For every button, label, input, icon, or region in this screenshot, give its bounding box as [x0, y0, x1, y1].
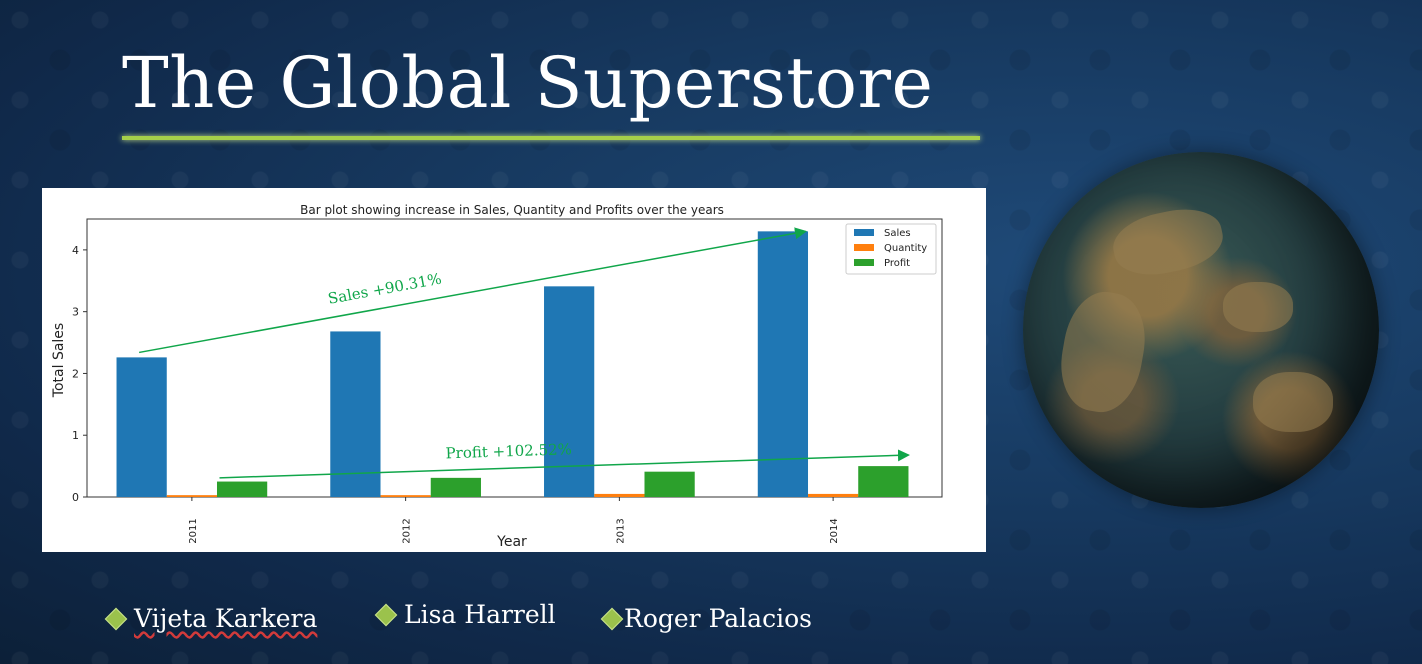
author-item: Vijeta Karkera: [104, 604, 318, 633]
legend-swatch: [854, 229, 874, 236]
y-axis-label: Total Sales: [51, 323, 67, 398]
globe-landmass: [1253, 372, 1333, 432]
y-tick-label: 2: [72, 367, 79, 380]
x-tick-label: 2012: [402, 518, 413, 543]
globe-landmass: [1107, 201, 1229, 283]
chart-title: Bar plot showing increase in Sales, Quan…: [300, 203, 724, 217]
author-name: Vijeta Karkera: [134, 604, 318, 633]
annotations: Sales +90.31% Profit +102.52%: [138, 227, 910, 479]
bar-profit: [216, 481, 268, 497]
legend: Sales Quantity Profit: [845, 223, 937, 275]
y-tick-label: 0: [72, 491, 79, 504]
profit-trend-label: Profit +102.52%: [445, 440, 572, 462]
legend-label: Sales: [884, 228, 911, 239]
profit-trend-arrow: [219, 449, 910, 479]
bars-group: [116, 231, 909, 497]
diamond-bullet-icon: [374, 603, 398, 626]
diamond-bullet-icon: [104, 607, 128, 630]
author-name: Roger Palacios: [624, 604, 812, 633]
earth-globe-icon: [1023, 152, 1379, 508]
globe-landmass: [1223, 282, 1293, 332]
slide-title: The Global Superstore: [122, 42, 934, 124]
bar-sales: [544, 286, 595, 497]
bar-sales: [757, 231, 809, 497]
diamond-bullet-icon: [600, 607, 624, 630]
author-name: Lisa Harrell: [404, 600, 556, 629]
y-tick-label: 1: [72, 429, 79, 442]
x-tick-label: 2014: [829, 518, 840, 543]
y-tick-label: 4: [72, 244, 79, 257]
bar-quantity: [166, 495, 217, 497]
y-tick-label: 3: [72, 306, 79, 319]
bar-sales: [330, 331, 381, 497]
x-tick-label: 2013: [615, 518, 626, 543]
x-axis-label: Year: [496, 534, 527, 550]
plot-frame: [86, 218, 943, 498]
bar-chart: Bar plot showing increase in Sales, Quan…: [51, 203, 943, 550]
x-axis: 2011 2012 2013 2014: [188, 497, 840, 544]
sales-trend-label: Sales +90.31%: [327, 270, 443, 308]
bar-profit: [858, 466, 909, 497]
bar-quantity: [380, 495, 431, 497]
bar-profit: [644, 471, 695, 497]
sales-trend-arrow: [138, 227, 807, 354]
legend-swatch: [854, 244, 874, 251]
chart-panel: Bar plot showing increase in Sales, Quan…: [42, 188, 986, 552]
author-item: Roger Palacios: [600, 604, 812, 633]
legend-label: Quantity: [884, 243, 927, 254]
title-underline: [122, 136, 980, 140]
bar-sales: [116, 357, 167, 497]
author-list: Vijeta Karkera Lisa Harrell Roger Palaci…: [0, 600, 1422, 640]
bar-profit: [430, 477, 481, 497]
bar-quantity: [808, 493, 859, 497]
x-tick-label: 2011: [188, 518, 199, 543]
legend-swatch: [854, 259, 874, 266]
y-axis: 0 1 2 3 4: [72, 244, 87, 504]
bar-quantity: [594, 493, 645, 497]
legend-label: Profit: [884, 258, 910, 269]
globe-landmass: [1053, 285, 1153, 419]
author-item: Lisa Harrell: [374, 600, 556, 629]
